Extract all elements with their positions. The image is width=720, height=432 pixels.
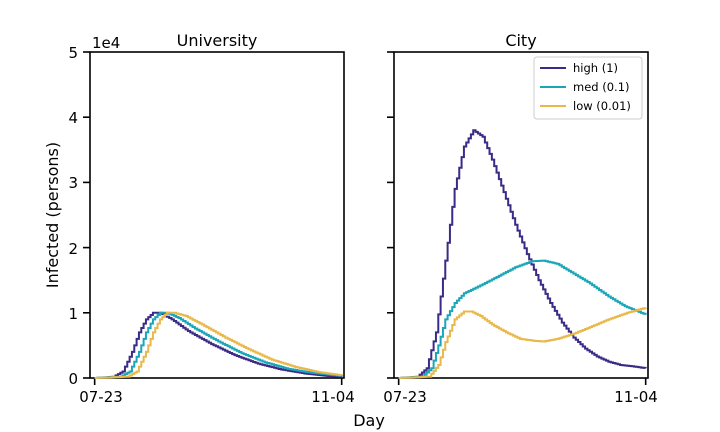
y-tick-label: 5: [68, 44, 78, 62]
series-line-university-0: [94, 311, 343, 379]
series-line-city-1: [398, 259, 647, 379]
y-axis-label: Infected (persons): [43, 142, 62, 288]
y-tick-label: 2: [68, 240, 78, 258]
series-line-city-2: [398, 307, 647, 379]
x-tick-label-university-start: 07-23: [79, 388, 123, 406]
panel-university-title: University: [177, 31, 258, 50]
y-tick-label: 0: [68, 370, 78, 388]
y-multiplier-label: 1e4: [92, 34, 120, 52]
y-tick-label: 4: [68, 109, 78, 127]
series-line-university-2: [94, 311, 343, 379]
series-line-city-0: [398, 129, 647, 379]
legend-label-low: low (0.01): [573, 99, 631, 113]
tick-marks: [83, 51, 647, 385]
x-axis-label: Day: [353, 411, 385, 430]
legend: high (1) med (0.1) low (0.01): [533, 56, 643, 120]
panel-city-frame: [393, 51, 649, 379]
panel-city-title: City: [505, 31, 536, 50]
panel-university-frame: [89, 51, 345, 379]
x-tick-label-city-end: 11-04: [614, 388, 658, 406]
legend-label-med: med (0.1): [573, 80, 630, 94]
series-city: [398, 129, 647, 379]
x-tick-label-university-end: 11-04: [311, 388, 355, 406]
legend-box: [533, 56, 643, 120]
y-tick-label: 3: [68, 174, 78, 192]
series-university: [94, 311, 343, 379]
y-tick-label: 1: [68, 305, 78, 323]
x-tick-label-city-start: 07-23: [383, 388, 427, 406]
y-tick-labels: 0 1 2 3 4 5: [68, 44, 78, 388]
series-line-university-1: [94, 311, 343, 379]
legend-label-high: high (1): [573, 61, 618, 75]
